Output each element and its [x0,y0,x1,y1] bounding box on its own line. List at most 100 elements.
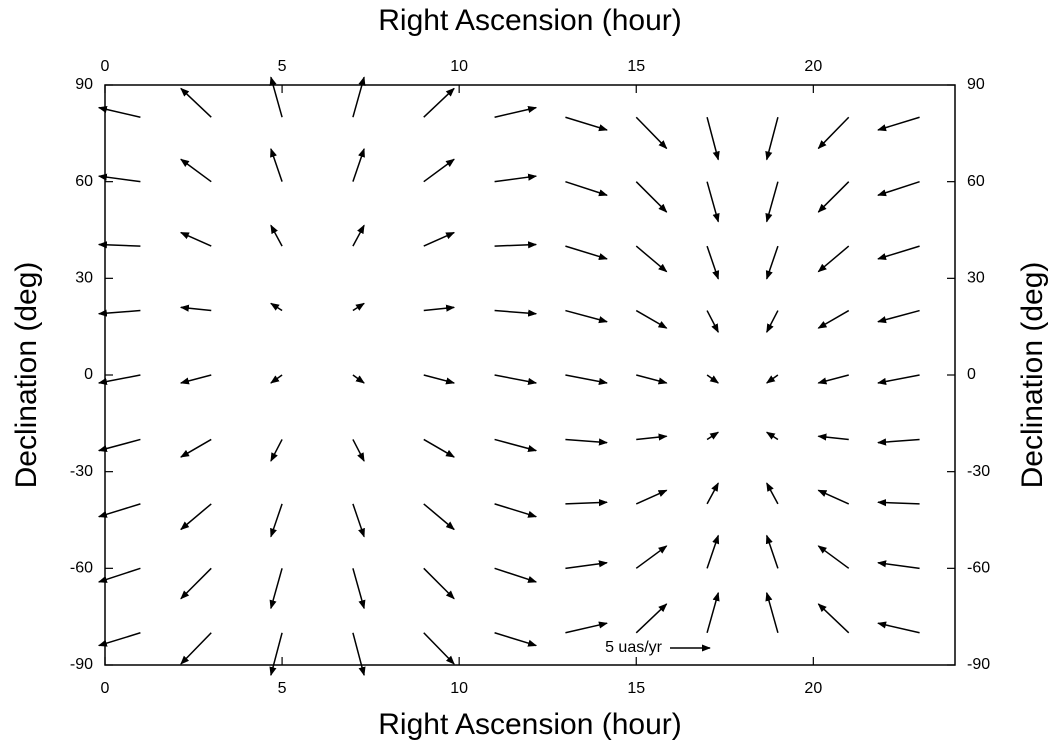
vector-arrow [494,567,538,583]
vector-arrow [352,439,365,462]
vector-arrow [706,117,720,161]
vector-arrow [765,534,779,569]
x-tick-label-top: 15 [627,58,645,75]
vector-arrow [352,148,365,182]
vector-arrow [877,560,920,570]
vector-arrow [565,499,608,507]
y-axis-title-left: Declination (deg) [10,262,43,489]
vector-arrow [635,309,668,329]
vector-arrow [565,374,608,386]
y-tick-label-right: -30 [967,463,990,480]
vector-arrow [494,309,538,317]
vector-arrow [706,431,720,441]
vector-arrow [706,482,719,505]
x-axis-title-bottom: Right Ascension (hour) [378,708,682,741]
vector-arrow [565,438,608,446]
vector-arrow [352,374,365,384]
vector-arrow [706,181,720,223]
vector-arrow [565,180,608,197]
vector-arrow [270,148,283,182]
vector-arrow [765,117,779,161]
vector-arrow [877,116,920,132]
vector-arrow [270,374,283,384]
vector-arrow [97,173,141,183]
vector-arrow [423,304,456,312]
vector-arrow [766,310,779,333]
vector-arrow [270,224,283,247]
x-tick-label-bottom: 10 [450,680,468,697]
vector-arrow [180,438,212,458]
x-tick-label-bottom: 20 [804,680,822,697]
vector-arrow [423,87,455,118]
vector-arrow [270,439,283,462]
vector-arrow [494,241,538,249]
vector-arrow [423,567,455,600]
vector-arrow [494,173,538,183]
vector-arrow [635,116,668,150]
vector-arrow [423,438,455,458]
vector-arrow [423,374,456,385]
vector-arrow [817,181,850,213]
x-axis-title-top: Right Ascension (hour) [378,4,682,37]
vector-arrow [565,621,608,634]
y-tick-label-left: 60 [75,173,93,190]
y-axis-title-right: Declination (deg) [1016,262,1049,489]
vector-arrow [97,567,141,583]
x-tick-label-bottom: 0 [101,680,110,697]
vector-arrow [180,632,212,665]
vector-arrow [817,603,850,634]
vector-arrow [765,374,779,384]
vector-arrow [706,374,720,384]
vector-arrow [494,438,538,453]
y-tick-label-right: 90 [967,76,985,93]
vector-arrow [352,76,366,118]
y-tick-label-right: 60 [967,173,985,190]
y-tick-label-right: -60 [967,560,990,577]
reference-label: 5 uas/yr [605,639,663,656]
vector-arrow [179,374,212,385]
vector-arrow [565,116,608,132]
vector-arrow [706,534,720,569]
vector-arrow [636,374,668,385]
vector-arrow [180,87,212,118]
vector-arrow [352,503,365,538]
x-tick-label-bottom: 5 [278,680,287,697]
vector-arrow [180,567,212,600]
vector-arrow [765,431,779,441]
vector-arrow [817,309,850,329]
vector-arrow [180,231,212,247]
vector-arrow [97,503,141,518]
vector-arrow [565,560,608,570]
vector-arrow [423,158,455,183]
vector-arrow [877,309,920,324]
vector-arrow [494,503,538,518]
y-tick-label-left: 0 [84,366,93,383]
vector-arrow [269,76,283,118]
vector-arrow [97,438,141,453]
vector-arrow [97,241,141,249]
vector-arrow [352,632,366,677]
vector-arrow [877,621,920,634]
vector-arrow [817,433,849,441]
y-tick-label-left: 30 [75,270,93,287]
vector-arrow [706,591,720,633]
vector-arrow [817,545,850,569]
vector-arrow [269,632,283,677]
vector-arrow [765,591,779,633]
vector-arrow [97,105,141,118]
y-tick-label-right: 0 [967,366,976,383]
vector-arrow [180,158,212,183]
vector-arrow [352,224,365,247]
vector-arrow [180,503,212,531]
vector-arrow [635,489,668,505]
vector-arrow [423,503,455,531]
vector-arrow [817,116,850,150]
y-tick-label-left: -30 [70,463,93,480]
vector-arrow [765,181,779,223]
vector-arrow [636,433,668,441]
x-tick-label-top: 20 [804,58,822,75]
vector-arrow [423,632,455,665]
y-tick-label-left: -60 [70,560,93,577]
y-tick-label-right: 30 [967,270,985,287]
